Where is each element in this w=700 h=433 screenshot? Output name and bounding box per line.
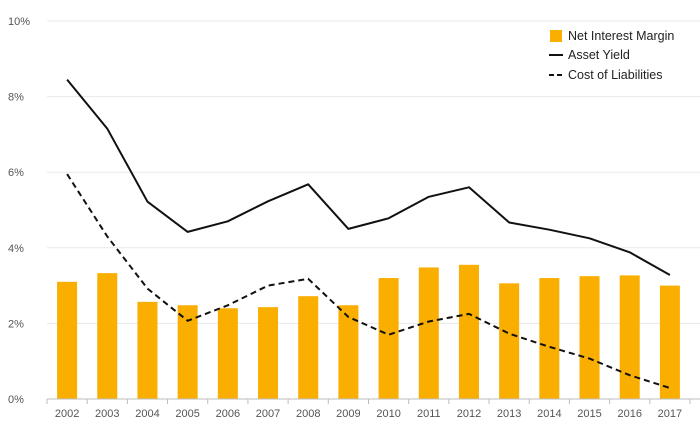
x-tick-label: 2014 (537, 408, 561, 420)
bar-net-interest-margin (338, 305, 359, 399)
x-tick-label: 2010 (376, 408, 400, 420)
x-tick-label: 2015 (577, 408, 601, 420)
x-tick-label: 2011 (417, 408, 441, 420)
x-tick-label: 2004 (135, 408, 159, 420)
bar-net-interest-margin (539, 278, 560, 399)
bar-net-interest-margin (177, 305, 198, 399)
y-tick-label: 4% (8, 243, 24, 255)
x-tick-label: 2009 (336, 408, 360, 420)
x-tick-label: 2016 (617, 408, 641, 420)
bar-net-interest-margin (97, 273, 118, 399)
legend: Net Interest Margin Asset Yield Cost of … (549, 29, 674, 82)
x-tick-label: 2003 (95, 408, 119, 420)
x-tick-label: 2005 (175, 408, 199, 420)
legend-label-asset-yield: Asset Yield (568, 48, 630, 62)
x-tick-label: 2008 (296, 408, 320, 420)
line-cost-of-liabilities (66, 173, 671, 389)
x-axis: 2002 2003 2004 2005 2006 2007 2008 2009 2010 2011… (46, 398, 700, 420)
legend-label-net-interest-margin: Net Interest Margin (568, 29, 674, 43)
y-tick-label: 0% (8, 394, 24, 406)
y-tick-label: 2% (8, 318, 24, 330)
line-asset-yield (66, 78, 671, 276)
x-tick-label: 2013 (497, 408, 521, 420)
bar-net-interest-margin (499, 283, 520, 399)
bar-net-interest-margin (619, 275, 640, 399)
bar-net-interest-margin (418, 267, 439, 399)
y-tick-label: 8% (8, 92, 24, 104)
bar-net-interest-margin (378, 278, 399, 399)
y-tick-label: 10% (8, 16, 30, 28)
bar-net-interest-margin (217, 308, 238, 399)
net-interest-margin-bars (57, 264, 680, 399)
bar-net-interest-margin (137, 301, 158, 399)
x-tick-label: 2002 (55, 408, 79, 420)
gridlines (47, 20, 700, 324)
x-tick-label: 2012 (457, 408, 481, 420)
bar-net-interest-margin (57, 281, 78, 399)
x-tick-label: 2007 (256, 408, 280, 420)
bar-net-interest-margin (458, 264, 479, 399)
bar-net-interest-margin (258, 307, 279, 399)
bar-net-interest-margin (579, 276, 600, 399)
bar-net-interest-margin (659, 285, 680, 399)
line-series (66, 78, 671, 389)
bar-net-interest-margin (298, 296, 319, 399)
legend-swatch-net-interest-margin (550, 30, 562, 42)
x-tick-label: 2017 (658, 408, 682, 420)
legend-label-cost-of-liabilities: Cost of Liabilities (568, 68, 663, 82)
y-axis-tick-labels: 0% 2% 4% 6% 8% 10% (8, 16, 30, 406)
x-tick-label: 2006 (216, 408, 240, 420)
y-tick-label: 6% (8, 167, 24, 179)
